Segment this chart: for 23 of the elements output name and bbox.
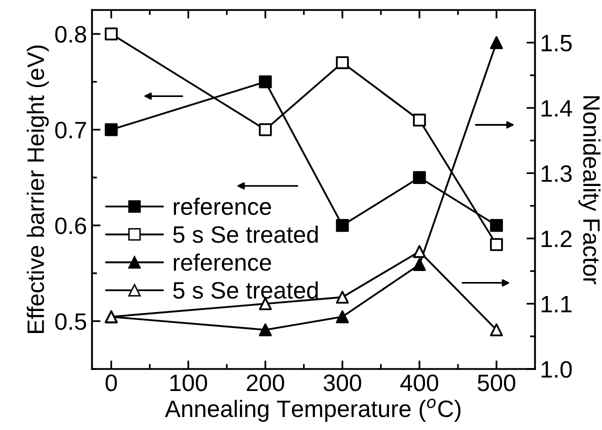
legend-label: reference <box>174 198 271 215</box>
legend-label: reference <box>174 254 271 271</box>
y2-tick-label: 1.5 <box>542 34 572 52</box>
x-tick-label: 200 <box>246 374 284 392</box>
y-axis-title: Effective barrier Height (eV) <box>26 46 49 334</box>
y-tick-label: 0.5 <box>55 313 86 330</box>
legend-label: 5 s Se treated <box>173 226 318 243</box>
y2-axis-title: Nonideality Factor <box>578 96 600 284</box>
x-tick-label: 300 <box>324 374 362 392</box>
y2-tick-label: 1.4 <box>542 100 572 116</box>
y2-tick-label: 1.3 <box>542 165 572 182</box>
y2-tick-label: 1.0 <box>542 361 572 378</box>
x-tick-label: 400 <box>400 374 438 392</box>
y2-tick-label: 1.1 <box>542 296 572 312</box>
y-tick-label: 0.7 <box>55 122 86 138</box>
x-axis-title: Annealing Temperature ($^{o}$C) <box>164 398 460 422</box>
y-tick-label: 0.6 <box>55 217 86 234</box>
y-tick-label: 0.8 <box>55 26 86 43</box>
x-tick-label: 100 <box>170 374 208 392</box>
x-tick-label: 500 <box>478 374 516 392</box>
legend-label: 5 s Se treated <box>173 281 318 299</box>
x-tick-label: 0 <box>106 374 117 392</box>
y2-tick-label: 1.2 <box>542 230 572 248</box>
